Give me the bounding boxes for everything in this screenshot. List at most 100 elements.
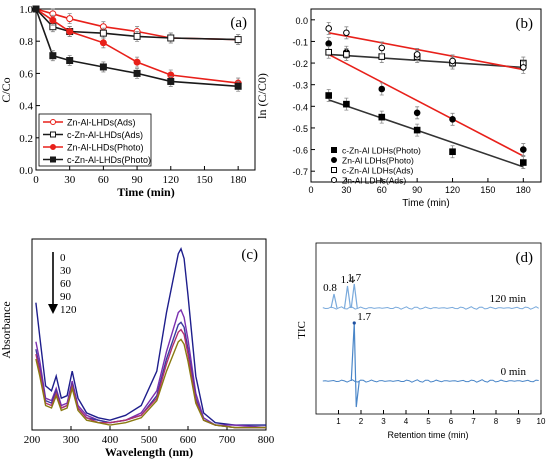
x-tick-label: 180 <box>516 185 531 195</box>
panel-c-xlabel: Wavelength (nm) <box>105 445 193 459</box>
data-point <box>133 58 141 66</box>
x-tick-label: 0 <box>308 185 313 195</box>
x-tick-label: 5 <box>426 417 431 426</box>
x-tick-label: 120 <box>163 174 180 186</box>
legend-entry: c-Zn-Al LDHs(Ads) <box>342 166 413 176</box>
spectrum-line-60 <box>35 321 266 429</box>
legend-entry: Zn-Al LDHs(Photo) <box>342 156 414 166</box>
data-point <box>413 109 421 117</box>
x-tick-label: 300 <box>63 434 80 446</box>
panel-a-series <box>32 5 242 92</box>
legend-entry: Zn-Al-LHDs(Ads) <box>67 118 136 128</box>
data-point <box>378 85 386 93</box>
x-tick-label: 60 <box>377 185 387 195</box>
data-point <box>378 113 386 121</box>
panel-b-ylabel: ln (C/C0) <box>255 73 269 119</box>
trace-label: 120 min <box>490 293 527 305</box>
x-tick-label: 4 <box>404 417 409 426</box>
panel-a-legend: Zn-Al-LHDs(Ads) c-Zn-Al-LHDs(Ads) Zn-Al-LH… <box>38 113 152 167</box>
data-point <box>234 36 242 44</box>
data-point <box>343 51 350 58</box>
x-tick-label: 90 <box>412 185 422 195</box>
data-point <box>99 29 107 37</box>
panel-a-line-chart: 0 30 60 90 120 150 180 0.0 0.2 0.4 0.6 0.8 1.0 (a) T… <box>0 4 256 199</box>
x-tick-label: 400 <box>102 434 119 446</box>
x-tick-label: 60 <box>98 174 110 186</box>
data-point <box>325 48 332 56</box>
panel-c-axes: 200 300 400 500 600 700 800 <box>24 426 275 446</box>
x-tick-label: 700 <box>219 434 236 446</box>
data-point <box>49 52 57 60</box>
peak <box>350 322 360 408</box>
x-tick-label: 180 <box>230 174 247 186</box>
data-point <box>66 28 74 36</box>
data-point <box>167 77 175 85</box>
data-point <box>167 34 175 42</box>
legend-entry: 90 <box>60 291 72 303</box>
x-tick-label: 90 <box>132 174 144 186</box>
panel-a-plot-frame <box>35 8 256 171</box>
x-tick-label: 120 <box>445 185 460 195</box>
legend-swatch-marker <box>331 167 337 173</box>
fit-line-3 <box>328 53 524 69</box>
panel-b-series <box>325 22 527 169</box>
y-tick-label: 0.0 <box>19 165 33 177</box>
x-tick-label: 10 <box>537 417 546 426</box>
x-tick-label: 1 <box>336 417 341 426</box>
data-point <box>378 53 386 60</box>
y-tick-label: -0.5 <box>292 124 308 134</box>
legend-entry: 60 <box>60 278 72 290</box>
x-tick-label: 500 <box>141 434 158 446</box>
y-tick-label: -0.2 <box>292 59 308 69</box>
legend-entry: Zn-Al LDHs(Ads) <box>342 176 406 186</box>
panel-b-fit-lines <box>328 32 524 168</box>
trace-1 <box>322 306 539 310</box>
x-tick-label: 30 <box>64 174 76 186</box>
data-point <box>49 16 57 24</box>
panel-c-ylabel: Absorbance <box>0 301 13 358</box>
panel-b-xlabel: Time (min) <box>402 198 449 209</box>
panel-d-xlabel: Retention time (min) <box>387 430 468 440</box>
data-point <box>66 57 74 65</box>
data-point <box>325 40 332 47</box>
y-tick-label: 0.2 <box>19 133 33 145</box>
data-point <box>520 159 527 166</box>
data-point <box>520 146 527 153</box>
panel-b-label: (b) <box>516 16 534 32</box>
y-tick-label: -0.6 <box>292 146 308 156</box>
panel-d-ylabel: TIC <box>296 321 308 339</box>
peak <box>350 283 358 309</box>
legend-entry: 0 <box>60 252 66 264</box>
y-tick-label: -0.3 <box>292 81 308 91</box>
data-point <box>449 148 456 156</box>
data-point <box>413 51 421 58</box>
x-tick-label: 800 <box>258 434 275 446</box>
panel-a-ylabel: C/Co <box>0 77 13 102</box>
panel-c-series <box>35 247 267 429</box>
data-point <box>449 115 456 123</box>
data-point <box>413 126 421 134</box>
legend-swatch-marker <box>331 177 337 183</box>
data-point <box>99 39 107 47</box>
legend-swatch-marker <box>50 131 56 138</box>
data-point <box>343 100 350 108</box>
y-tick-label: 0.0 <box>295 16 308 26</box>
data-point <box>343 29 350 37</box>
legend-swatch-marker <box>50 144 56 150</box>
panel-c-spectra-chart: 200 300 400 500 600 700 800 (c) Wavelength (nm… <box>0 238 275 459</box>
legend-entry: c-Zn-Al-LHDs(Ads) <box>67 130 143 140</box>
panel-b-ylabel-text: ln (C/C0) <box>255 73 269 119</box>
peak-apex-marker <box>352 321 356 325</box>
x-tick-label: 3 <box>381 417 386 426</box>
y-tick-label: -0.7 <box>292 167 308 177</box>
data-point <box>449 57 456 65</box>
panel-d-plot-frame <box>315 242 542 415</box>
x-tick-label: 30 <box>341 185 351 195</box>
data-point <box>133 32 141 40</box>
peak <box>330 293 338 309</box>
panel-b-axes: 0 30 60 90 120 150 180 0.0 -0.1 -0.2 -0.3 -0.4 -0.5 -… <box>292 16 530 195</box>
x-tick-label: 9 <box>516 417 521 426</box>
